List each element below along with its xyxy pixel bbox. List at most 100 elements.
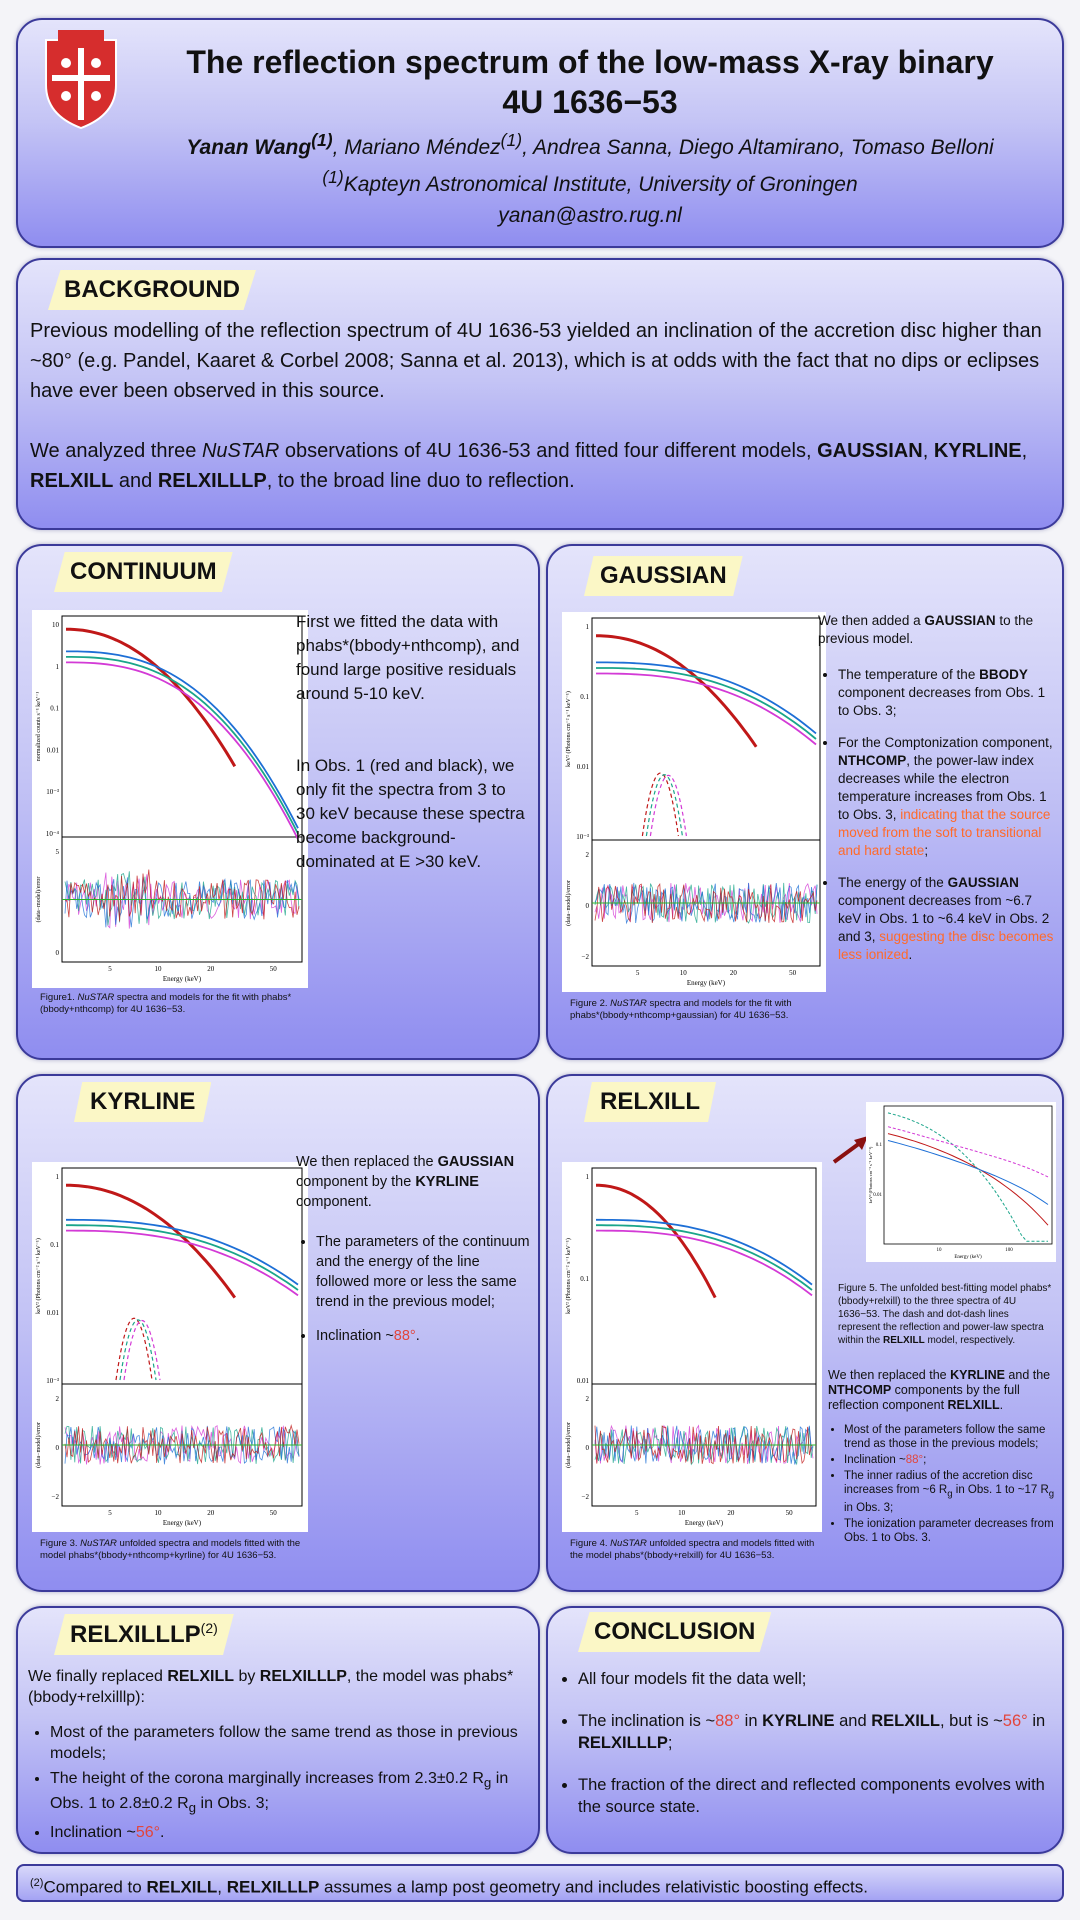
x-tick-label: 5 — [635, 1509, 639, 1517]
y-tick-label: −2 — [582, 1493, 590, 1501]
residual-line — [64, 1424, 300, 1465]
x-tick-label: 20 — [207, 1509, 215, 1517]
line-component-curve — [649, 774, 687, 837]
x-tick-label: 50 — [789, 969, 797, 977]
figure-background — [32, 610, 308, 988]
y-tick-label: 0.01 — [47, 746, 60, 754]
y-tick-label: 0 — [586, 902, 590, 910]
inset-model-line — [887, 1133, 1049, 1226]
y-axis-label: keV² (Photons cm⁻² s⁻¹ keV⁻¹) — [565, 691, 572, 767]
residual-line — [64, 872, 300, 929]
kyrline-bullet-1: The parameters of the continuum and the … — [316, 1232, 532, 1312]
obs3-model-line — [66, 661, 299, 840]
y-tick-label: 2 — [56, 1395, 60, 1403]
y-tick-label: 10⁻⁴ — [46, 830, 60, 838]
relxilllp-panel: RELXILLLP(2) We finally replaced RELXILL… — [16, 1606, 540, 1854]
y-tick-label: 0.1 — [580, 1275, 589, 1283]
y-tick-label: −2 — [582, 953, 590, 961]
x-tick-label: 5 — [108, 1509, 112, 1517]
background-paragraph-2: We analyzed three NuSTAR observations of… — [30, 440, 1028, 492]
obs3-spectrum-line — [596, 667, 817, 740]
obs2-spectrum-line — [596, 661, 817, 735]
obs2-spectrum-line — [66, 650, 299, 829]
x-tick-label: 20 — [730, 969, 738, 977]
inset-frame — [883, 1105, 1053, 1245]
background-heading: BACKGROUND — [48, 270, 256, 310]
obs1-spectrum-line — [66, 627, 237, 768]
conclusion-text: All four models fit the data well; The i… — [558, 1668, 1058, 1832]
x-tick-label: 50 — [786, 1509, 794, 1517]
poster-title: The reflection spectrum of the low-mass … — [186, 44, 994, 120]
relxill-bullet-1: Most of the parameters follow the same t… — [844, 1423, 1056, 1451]
inset-model-line — [887, 1126, 1049, 1178]
background-text: Previous modelling of the reflection spe… — [30, 316, 1046, 526]
conclusion-bullet-1: All four models fit the data well; — [578, 1668, 1058, 1690]
y-tick-label: 0.01 — [577, 1377, 590, 1385]
contact-email: yanan@astro.rug.nl — [498, 204, 682, 227]
gaussian-text: We then added a GAUSSIAN to the previous… — [818, 612, 1054, 978]
relxill-text: We then replaced the KYRLINE and the NTH… — [828, 1368, 1056, 1547]
y-tick-label: 10⁻³ — [576, 833, 589, 841]
y-axis-label: keV² (Photons cm⁻² s⁻¹ keV⁻¹) — [565, 1238, 572, 1314]
x-axis-label: Energy (keV) — [163, 975, 202, 983]
university-crest-icon — [45, 30, 117, 130]
continuum-text: First we fitted the data with phabs*(bbo… — [296, 612, 525, 871]
kyrline-bullet-2: Inclination ~88°. — [316, 1326, 532, 1346]
arrow-icon — [832, 1136, 868, 1164]
y-tick-label: 5 — [56, 848, 60, 856]
figure-background — [562, 612, 826, 992]
line-component-curve — [123, 1319, 161, 1381]
conclusion-panel: CONCLUSION All four models fit the data … — [546, 1606, 1064, 1854]
x-axis-label: Energy (keV) — [163, 1519, 202, 1527]
residual-axis-label: (data−model)/error — [565, 880, 572, 926]
inset-x-tick: 100 — [1005, 1248, 1013, 1253]
background-panel: BACKGROUND Previous modelling of the ref… — [16, 258, 1064, 530]
y-tick-label: 0.01 — [577, 763, 590, 771]
x-tick-label: 50 — [270, 965, 278, 973]
inset-y-tick: 0.01 — [873, 1193, 882, 1198]
y-tick-label: 0 — [56, 949, 60, 957]
background-paragraph-1: Previous modelling of the reflection spe… — [30, 320, 1042, 402]
gaussian-heading: GAUSSIAN — [584, 556, 743, 596]
y-tick-label: 10⁻³ — [46, 1377, 59, 1385]
inset-y-label: keV² (Photons cm⁻² s⁻¹ keV⁻¹) — [868, 1146, 873, 1203]
gaussian-bullet-2: For the Comptonization component, NTHCOM… — [838, 734, 1054, 860]
obs3-spectrum-line — [66, 656, 299, 835]
relxill-model-inset-figure: 0.1 0.01 10 100 Energy (keV) keV² (Photons cm… — [866, 1102, 1056, 1262]
footnote: (2)Compared to RELXILL, RELXILLLP assume… — [16, 1864, 1064, 1902]
relxilllp-bullet-1: Most of the parameters follow the same t… — [50, 1722, 528, 1764]
kyrline-text: We then replaced the GAUSSIAN component … — [296, 1152, 532, 1360]
x-tick-label: 10 — [155, 965, 163, 973]
conclusion-bullet-3: The fraction of the direct and reflected… — [578, 1774, 1058, 1818]
relxill-bullet-4: The ionization parameter decreases from … — [844, 1517, 1056, 1545]
figure-background — [562, 1162, 822, 1532]
obs3-model-line — [596, 1229, 813, 1297]
line-component-curve — [641, 772, 679, 837]
obs1-spectrum-line — [596, 634, 758, 748]
obs3-spectrum-line — [596, 1224, 813, 1291]
y-tick-label: 0 — [56, 1444, 60, 1452]
affiliation: (1)Kapteyn Astronomical Institute, Unive… — [322, 167, 858, 196]
y-axis-label: normalized counts s⁻¹ keV⁻¹ — [36, 692, 42, 762]
inset-model-line — [887, 1140, 1049, 1205]
obs3-model-line — [596, 672, 817, 746]
relxill-panel: RELXILL 1 0.1 0.01 2 0 −2 5 10 20 50 Energy (keV) k… — [546, 1074, 1064, 1592]
continuum-heading: CONTINUUM — [54, 552, 233, 592]
x-axis-label: Energy (keV) — [687, 979, 726, 987]
x-tick-label: 20 — [207, 965, 215, 973]
residual-axis-label: (data−model)/error — [35, 1422, 42, 1468]
residual-line — [64, 1424, 300, 1464]
obs3-model-line — [66, 1229, 299, 1297]
obs2-spectrum-line — [66, 1218, 299, 1286]
gaussian-bullet-1: The temperature of the BBODY component d… — [838, 666, 1054, 720]
y-tick-label: 1 — [586, 1173, 590, 1181]
figure-3-caption: Figure 3. NuSTAR unfolded spectra and mo… — [40, 1538, 301, 1561]
x-axis-label: Energy (keV) — [685, 1519, 724, 1527]
y-tick-label: 0 — [586, 1444, 590, 1452]
relxilllp-text: We finally replaced RELXILL by RELXILLLP… — [28, 1666, 528, 1847]
conclusion-bullet-2: The inclination is ~88° in KYRLINE and R… — [578, 1710, 1058, 1754]
y-tick-label: 10⁻³ — [46, 788, 59, 796]
